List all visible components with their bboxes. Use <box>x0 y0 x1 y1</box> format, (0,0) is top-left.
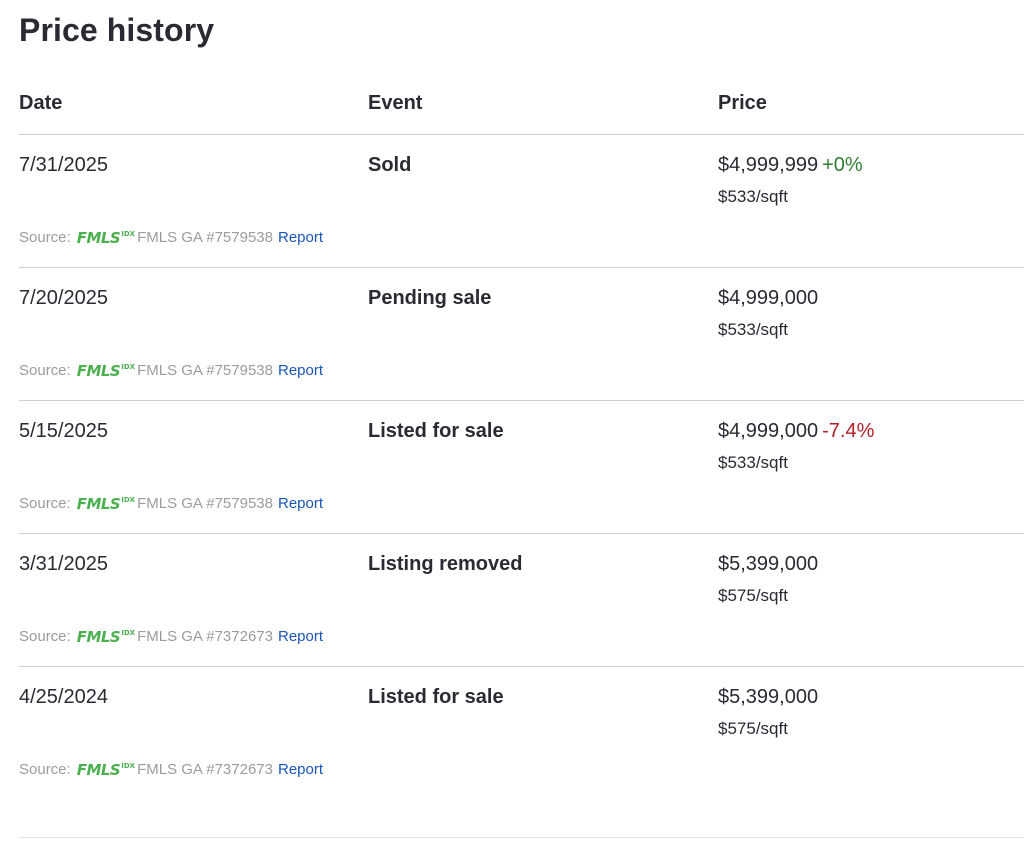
fmls-logo: FMLS IDX <box>76 228 136 247</box>
row-price: $4,999,000 <box>718 287 819 309</box>
row-price: $5,399,000 <box>718 553 819 575</box>
source-label: Source: <box>19 362 71 379</box>
report-link[interactable]: Report <box>278 628 324 645</box>
column-header-price: Price <box>718 92 767 114</box>
row-price: $5,399,000 <box>718 686 819 708</box>
row-source: Source: FMLS IDX FMLS GA #7579538 Report <box>19 229 323 246</box>
row-source: Source: FMLS IDX FMLS GA #7372673 Report <box>19 761 323 778</box>
fmls-logo: FMLS IDX <box>76 361 136 380</box>
row-price-cell: $5,399,000 <box>718 686 818 709</box>
row-price: $4,999,000 <box>718 420 819 442</box>
source-label: Source: <box>19 628 71 645</box>
row-price-cell: $4,999,000 -7.4% <box>718 420 874 443</box>
table-header: Date Event Price <box>19 90 1024 135</box>
report-link[interactable]: Report <box>278 229 324 246</box>
source-label: Source: <box>19 229 71 246</box>
row-event: Listing removed <box>368 553 523 575</box>
report-link[interactable]: Report <box>278 495 324 512</box>
row-price-cell: $4,999,000 <box>718 287 818 310</box>
row-price-change: +0% <box>822 154 863 176</box>
table-row: 4/25/2024 Listed for sale $5,399,000 $57… <box>19 667 1024 838</box>
row-price-per-sqft: $533/sqft <box>718 453 788 472</box>
row-price-per-sqft: $533/sqft <box>718 187 788 206</box>
row-source: Source: FMLS IDX FMLS GA #7579538 Report <box>19 495 323 512</box>
row-date: 4/25/2024 <box>19 686 108 708</box>
page-title: Price history <box>19 12 215 48</box>
table-row: 3/31/2025 Listing removed $5,399,000 $57… <box>19 534 1024 667</box>
source-label: Source: <box>19 495 71 512</box>
row-price-per-sqft: $575/sqft <box>718 586 788 605</box>
row-event: Sold <box>368 154 412 176</box>
row-event: Pending sale <box>368 287 492 309</box>
row-date: 5/15/2025 <box>19 420 108 442</box>
mls-number: FMLS GA #7579538 <box>137 229 273 246</box>
row-price-per-sqft: $533/sqft <box>718 320 788 339</box>
row-event: Listed for sale <box>368 686 504 708</box>
fmls-logo: FMLS IDX <box>76 760 136 779</box>
report-link[interactable]: Report <box>278 362 324 379</box>
column-header-event: Event <box>368 92 423 114</box>
table-row: 7/31/2025 Sold $4,999,999 +0% $533/sqft S… <box>19 135 1024 268</box>
mls-number: FMLS GA #7579538 <box>137 362 273 379</box>
row-date: 7/20/2025 <box>19 287 108 309</box>
source-label: Source: <box>19 761 71 778</box>
row-date: 7/31/2025 <box>19 154 108 176</box>
price-history-table: 7/31/2025 Sold $4,999,999 +0% $533/sqft S… <box>19 135 1024 838</box>
column-header-date: Date <box>19 92 63 114</box>
mls-number: FMLS GA #7372673 <box>137 628 273 645</box>
row-source: Source: FMLS IDX FMLS GA #7372673 Report <box>19 628 323 645</box>
row-price-cell: $5,399,000 <box>718 553 818 576</box>
table-row: 7/20/2025 Pending sale $4,999,000 $533/s… <box>19 268 1024 401</box>
report-link[interactable]: Report <box>278 761 324 778</box>
row-source: Source: FMLS IDX FMLS GA #7579538 Report <box>19 362 323 379</box>
row-price-cell: $4,999,999 +0% <box>718 154 863 177</box>
mls-number: FMLS GA #7579538 <box>137 495 273 512</box>
row-price: $4,999,999 <box>718 154 819 176</box>
row-price-per-sqft: $575/sqft <box>718 719 788 738</box>
fmls-logo: FMLS IDX <box>76 494 136 513</box>
mls-number: FMLS GA #7372673 <box>137 761 273 778</box>
row-date: 3/31/2025 <box>19 553 108 575</box>
table-row: 5/15/2025 Listed for sale $4,999,000 -7.4… <box>19 401 1024 534</box>
row-price-change: -7.4% <box>822 420 875 442</box>
fmls-logo: FMLS IDX <box>76 627 136 646</box>
row-event: Listed for sale <box>368 420 504 442</box>
